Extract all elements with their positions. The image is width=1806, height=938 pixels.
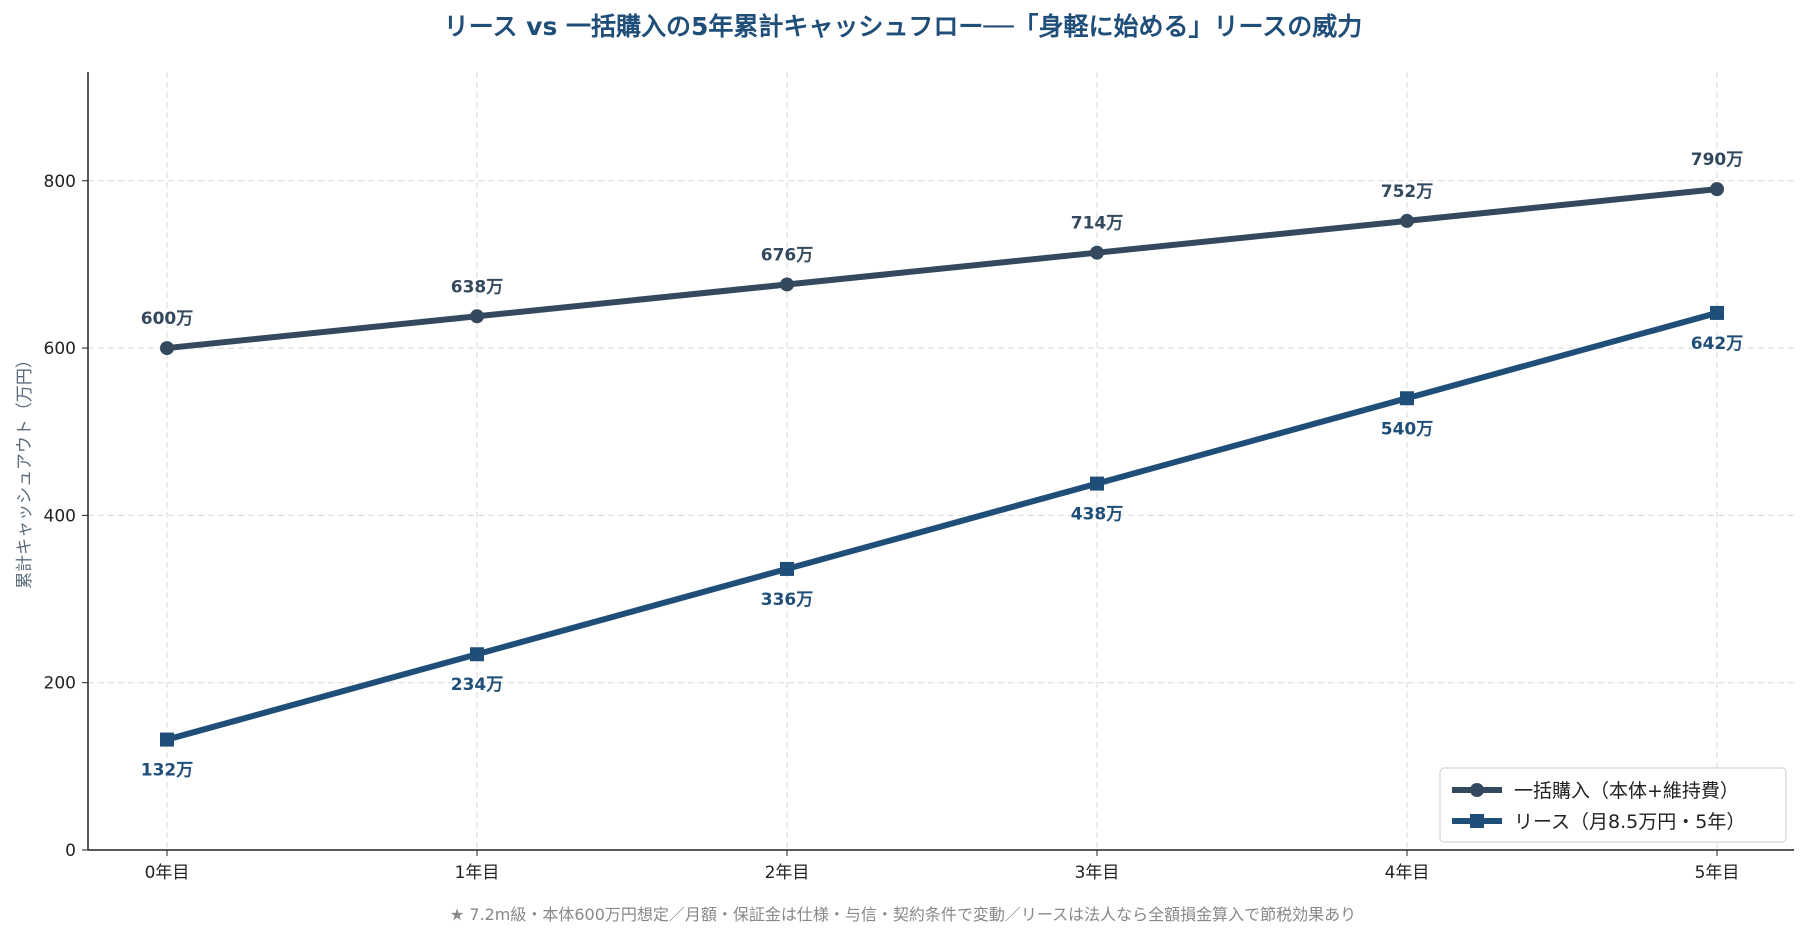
data-label: 336万 xyxy=(761,590,814,610)
legend: 一括購入（本体+維持費） リース（月8.5万円・5年） xyxy=(1439,767,1787,843)
data-label: 638万 xyxy=(451,277,504,297)
x-tick-label: 5年目 xyxy=(1695,863,1740,883)
footnote: ★ 7.2m級・本体600万円想定／月額・保証金は仕様・与信・契約条件で変動／リ… xyxy=(450,905,1356,924)
y-tick-label: 600 xyxy=(44,339,76,359)
label-layer: 600万 638万 676万 714万 752万 790万 132万 234万 336万 438万… xyxy=(141,150,1744,780)
data-label: 752万 xyxy=(1381,182,1434,202)
legend-entry: リース（月8.5万円・5年） xyxy=(1514,811,1745,833)
data-point xyxy=(470,647,484,662)
data-label: 132万 xyxy=(141,761,194,781)
series-line xyxy=(164,309,1720,743)
data-label: 676万 xyxy=(761,245,814,265)
data-point xyxy=(1710,182,1724,197)
data-point xyxy=(1400,213,1414,228)
data-point xyxy=(1400,391,1414,406)
axis-layer: 0 200 400 600 800 0年目 1年目 2年目 3年目 4年目 5年目 xyxy=(44,72,1794,883)
y-tick-label: 800 xyxy=(44,172,76,192)
series-layer xyxy=(160,182,1724,747)
data-point xyxy=(1090,245,1104,260)
y-tick-label: 200 xyxy=(44,674,76,694)
legend-swatch-marker xyxy=(1470,814,1484,828)
grid-layer xyxy=(88,72,1794,851)
data-label: 714万 xyxy=(1071,214,1124,234)
legend-swatch-marker xyxy=(1470,783,1484,797)
data-point xyxy=(780,561,794,576)
y-axis-label: 累計キャッシュアウト（万円） xyxy=(15,351,35,589)
series-line xyxy=(164,186,1720,352)
data-label: 642万 xyxy=(1691,334,1744,354)
data-label: 234万 xyxy=(451,675,504,695)
x-tick-label: 1年目 xyxy=(455,863,500,883)
data-label: 438万 xyxy=(1071,505,1124,525)
data-label: 600万 xyxy=(141,309,194,329)
series-1 xyxy=(160,182,1724,356)
legend-box xyxy=(1439,767,1787,843)
x-tick-label: 3年目 xyxy=(1075,863,1120,883)
series-2 xyxy=(160,305,1724,747)
data-point xyxy=(1090,476,1104,491)
legend-entry: 一括購入（本体+維持費） xyxy=(1514,780,1739,802)
data-point xyxy=(160,732,174,747)
x-tick-label: 0年目 xyxy=(145,863,190,883)
data-point xyxy=(1710,305,1724,320)
data-label: 790万 xyxy=(1691,150,1744,170)
y-tick-label: 0 xyxy=(65,841,76,861)
x-tick-label: 2年目 xyxy=(765,863,810,883)
x-tick-label: 4年目 xyxy=(1385,863,1430,883)
chart-title: リース vs 一括購入の5年累計キャッシュフロー──「身軽に始める」リースの威力 xyxy=(444,12,1363,41)
data-point xyxy=(780,277,794,292)
data-point xyxy=(160,341,174,356)
data-point xyxy=(470,309,484,324)
y-tick-label: 400 xyxy=(44,506,76,526)
data-label: 540万 xyxy=(1381,419,1434,439)
